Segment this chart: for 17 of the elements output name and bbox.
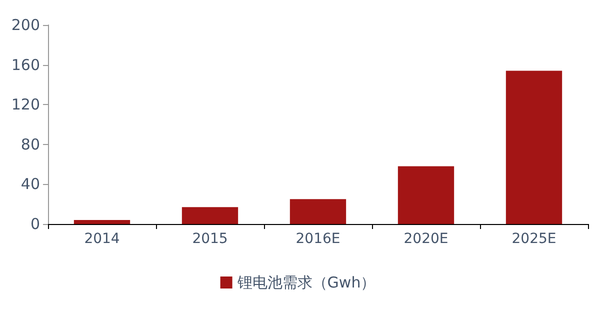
y-tick-label: 0	[30, 215, 40, 233]
x-tick-label: 2015	[192, 231, 228, 247]
y-tick-label: 200	[11, 16, 40, 34]
bar	[290, 199, 346, 224]
x-tick-label: 2020E	[404, 231, 448, 247]
bar	[182, 207, 238, 224]
x-tick-label: 2016E	[296, 231, 340, 247]
y-tick-label: 80	[20, 135, 40, 154]
bar	[74, 220, 130, 224]
bar	[398, 166, 454, 224]
legend-label: 锂电池需求（Gwh）	[236, 274, 376, 292]
y-tick-label: 40	[20, 175, 40, 194]
bar	[506, 70, 562, 224]
y-tick-label: 160	[11, 56, 40, 74]
x-tick-label: 2014	[84, 231, 120, 247]
y-tick-label: 120	[11, 96, 40, 114]
x-tick-label: 2025E	[512, 231, 556, 247]
